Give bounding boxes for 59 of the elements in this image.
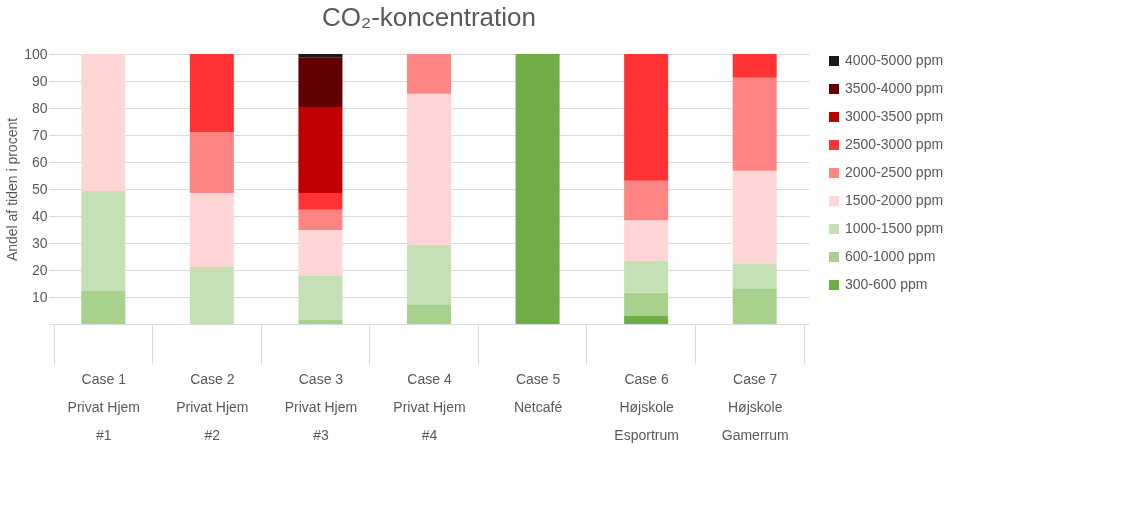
bar bbox=[732, 77, 777, 171]
bar bbox=[624, 292, 669, 316]
bar bbox=[624, 54, 669, 181]
bar bbox=[81, 291, 126, 324]
legend-label: 4000-5000 ppm bbox=[845, 52, 944, 68]
y-tick-label: 90 bbox=[31, 72, 48, 89]
bar bbox=[298, 54, 343, 58]
y-tick-label: 10 bbox=[31, 288, 48, 305]
legend-label: 3500-4000 ppm bbox=[845, 80, 944, 96]
bar bbox=[298, 57, 343, 107]
legend-label: 2500-3000 ppm bbox=[845, 136, 944, 152]
legend-label: 300-600 ppm bbox=[845, 276, 928, 292]
bar bbox=[732, 170, 777, 264]
y-tick-label: 100 bbox=[24, 45, 48, 62]
legend-label: 2000-2500 ppm bbox=[845, 164, 944, 180]
bar bbox=[407, 93, 451, 245]
bar bbox=[189, 267, 234, 324]
x-tick-label: Case 5 Netcafé bbox=[513, 370, 563, 415]
bar bbox=[298, 319, 343, 324]
x-tick-label: Case 3 Privat Hjem #3 bbox=[284, 370, 358, 443]
bar bbox=[189, 54, 234, 133]
bar bbox=[624, 180, 669, 221]
x-tick-label: Case 1 Privat Hjem #1 bbox=[67, 370, 140, 443]
x-tick-label: Case 6 Højskole Esportrum bbox=[614, 370, 679, 443]
bar bbox=[732, 288, 777, 324]
bar bbox=[81, 190, 126, 292]
chart-title: CO₂-koncentration bbox=[322, 2, 536, 32]
bar bbox=[298, 193, 343, 210]
bar bbox=[189, 193, 234, 268]
x-tick-label: Case 2 Privat Hjem #2 bbox=[176, 370, 249, 443]
bar bbox=[732, 263, 777, 289]
bar bbox=[298, 106, 343, 194]
x-tick-label: Case 7 Højskole Gamerrum bbox=[721, 370, 789, 443]
bar bbox=[189, 132, 234, 194]
legend-label: 1500-2000 ppm bbox=[845, 192, 944, 208]
bar bbox=[298, 209, 343, 231]
bar bbox=[624, 220, 669, 262]
bar bbox=[407, 54, 451, 94]
y-tick-label: 20 bbox=[31, 261, 48, 278]
y-tick-label: 80 bbox=[31, 99, 48, 116]
bar bbox=[298, 230, 343, 276]
legend-label: 3000-3500 ppm bbox=[845, 108, 944, 124]
bar bbox=[298, 275, 343, 320]
bar bbox=[407, 304, 451, 324]
bar bbox=[732, 54, 777, 78]
y-tick-label: 30 bbox=[31, 234, 48, 251]
x-tick-label: Case 4 Privat Hjem #4 bbox=[393, 370, 466, 443]
bar bbox=[407, 244, 451, 305]
y-tick-label: 40 bbox=[31, 207, 48, 224]
y-axis-title: Andel af tiden i procent bbox=[4, 117, 21, 262]
y-tick-label: 50 bbox=[31, 180, 48, 197]
legend-label: 1000-1500 ppm bbox=[845, 220, 944, 236]
legend-label: 600-1000 ppm bbox=[845, 248, 936, 264]
y-tick-label: 60 bbox=[31, 153, 48, 170]
y-tick-label: 70 bbox=[31, 126, 48, 143]
bar bbox=[624, 261, 669, 293]
bar bbox=[81, 54, 126, 191]
bar bbox=[515, 54, 560, 324]
bar bbox=[624, 315, 669, 324]
